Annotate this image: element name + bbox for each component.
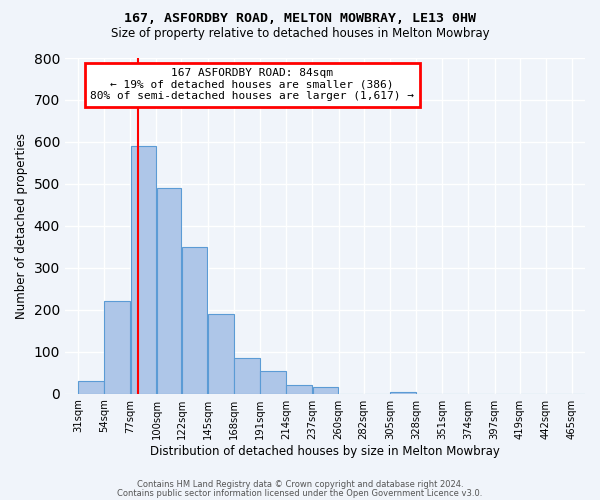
Text: 167, ASFORDBY ROAD, MELTON MOWBRAY, LE13 0HW: 167, ASFORDBY ROAD, MELTON MOWBRAY, LE13…	[124, 12, 476, 26]
Bar	[131, 146, 156, 394]
Bar	[182, 247, 208, 394]
Bar	[78, 381, 104, 394]
Bar	[234, 358, 260, 394]
Bar	[260, 370, 286, 394]
Y-axis label: Number of detached properties: Number of detached properties	[15, 133, 28, 319]
Text: 167 ASFORDBY ROAD: 84sqm
← 19% of detached houses are smaller (386)
80% of semi-: 167 ASFORDBY ROAD: 84sqm ← 19% of detach…	[90, 68, 414, 102]
Text: Size of property relative to detached houses in Melton Mowbray: Size of property relative to detached ho…	[110, 28, 490, 40]
Bar	[390, 392, 416, 394]
Text: Contains public sector information licensed under the Open Government Licence v3: Contains public sector information licen…	[118, 489, 482, 498]
Bar	[313, 388, 338, 394]
Bar	[104, 302, 130, 394]
Bar	[208, 314, 233, 394]
Bar	[157, 188, 181, 394]
Bar	[286, 386, 312, 394]
Text: Contains HM Land Registry data © Crown copyright and database right 2024.: Contains HM Land Registry data © Crown c…	[137, 480, 463, 489]
X-axis label: Distribution of detached houses by size in Melton Mowbray: Distribution of detached houses by size …	[150, 444, 500, 458]
